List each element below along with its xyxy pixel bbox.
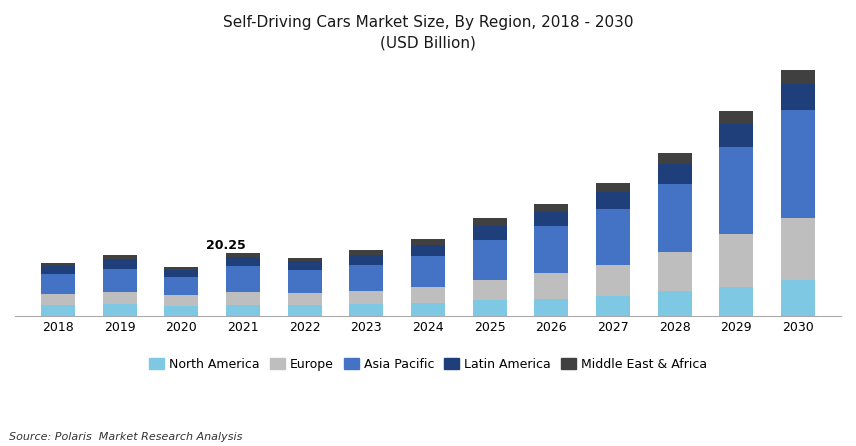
Bar <box>164 295 199 306</box>
Bar <box>103 259 137 268</box>
Bar <box>473 301 507 316</box>
Bar <box>781 110 815 219</box>
Bar <box>164 267 199 270</box>
Bar <box>781 219 815 280</box>
Bar <box>781 83 815 110</box>
Bar <box>288 293 322 305</box>
Bar <box>719 124 753 147</box>
Bar <box>534 204 568 212</box>
Bar <box>473 219 507 226</box>
Bar <box>657 252 692 291</box>
Bar <box>226 257 260 266</box>
Text: Source: Polaris  Market Research Analysis: Source: Polaris Market Research Analysis <box>9 432 242 442</box>
Bar <box>288 261 322 270</box>
Bar <box>719 147 753 234</box>
Bar <box>719 234 753 286</box>
Bar <box>103 268 137 292</box>
Bar <box>534 299 568 316</box>
Bar <box>473 226 507 240</box>
Bar <box>288 270 322 293</box>
Bar <box>596 265 630 296</box>
Legend: North America, Europe, Asia Pacific, Latin America, Middle East & Africa: North America, Europe, Asia Pacific, Lat… <box>144 353 712 376</box>
Bar <box>226 305 260 316</box>
Bar <box>781 280 815 316</box>
Bar <box>349 255 383 265</box>
Bar <box>349 291 383 304</box>
Bar <box>226 253 260 257</box>
Bar <box>41 294 75 305</box>
Bar <box>349 304 383 316</box>
Bar <box>657 184 692 252</box>
Bar <box>41 274 75 294</box>
Bar <box>781 70 815 83</box>
Bar <box>719 112 753 124</box>
Bar <box>288 305 322 316</box>
Bar <box>103 292 137 304</box>
Bar <box>41 305 75 316</box>
Bar <box>534 226 568 273</box>
Text: 20.25: 20.25 <box>206 239 246 252</box>
Bar <box>411 287 445 303</box>
Bar <box>719 286 753 316</box>
Bar <box>164 270 199 277</box>
Bar <box>473 280 507 301</box>
Bar <box>411 256 445 287</box>
Bar <box>657 291 692 316</box>
Bar <box>657 164 692 184</box>
Bar <box>226 293 260 305</box>
Bar <box>596 296 630 316</box>
Bar <box>596 192 630 209</box>
Bar <box>411 245 445 256</box>
Bar <box>473 240 507 280</box>
Bar <box>164 277 199 295</box>
Bar <box>534 212 568 226</box>
Bar <box>596 183 630 192</box>
Bar <box>349 250 383 255</box>
Bar <box>411 239 445 245</box>
Bar <box>41 263 75 266</box>
Bar <box>596 209 630 265</box>
Bar <box>164 306 199 316</box>
Bar <box>411 303 445 316</box>
Bar <box>41 266 75 274</box>
Bar <box>349 265 383 291</box>
Title: Self-Driving Cars Market Size, By Region, 2018 - 2030
(USD Billion): Self-Driving Cars Market Size, By Region… <box>223 15 633 51</box>
Bar <box>103 255 137 259</box>
Bar <box>288 258 322 261</box>
Bar <box>534 273 568 299</box>
Bar <box>657 153 692 164</box>
Bar <box>226 266 260 293</box>
Bar <box>103 304 137 316</box>
